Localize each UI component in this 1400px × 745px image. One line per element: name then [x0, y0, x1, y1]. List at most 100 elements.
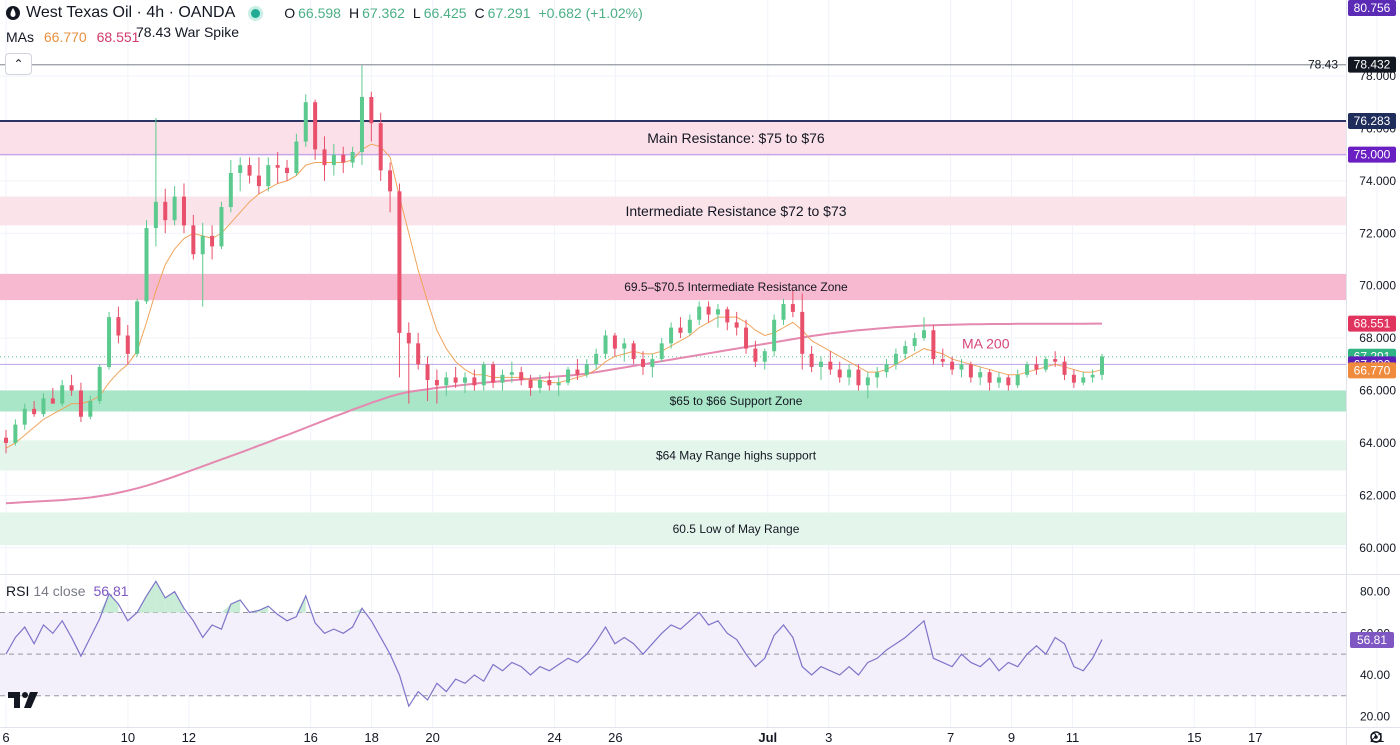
candle-body — [369, 96, 374, 124]
time-tick-label: 24 — [547, 730, 561, 745]
zone-label: Main Resistance: $75 to $76 — [647, 130, 825, 146]
candle-body — [144, 228, 149, 302]
candle-body — [978, 372, 983, 378]
rsi-params: 14 close — [33, 583, 86, 599]
candle-body — [32, 408, 37, 415]
candle-body — [153, 201, 158, 229]
candle-body — [406, 332, 411, 344]
candle-body — [809, 353, 814, 367]
time-tick-label: 15 — [1187, 730, 1201, 745]
price-tag: 78.432 — [1348, 56, 1396, 73]
candle-body — [903, 345, 908, 354]
oil-drop-icon — [6, 6, 20, 20]
candle-body — [922, 330, 927, 339]
close-value: 67.291 — [487, 5, 531, 21]
candle-body — [1015, 374, 1020, 386]
rsi-tag-text: 56.81 — [1357, 633, 1387, 647]
zone-resistance — [0, 121, 1346, 155]
rsi-value-tag: 56.81 — [1350, 631, 1394, 648]
candle-body — [772, 319, 777, 352]
candle-body — [1025, 364, 1030, 375]
candle-body — [256, 175, 261, 187]
candle-body — [453, 377, 458, 383]
change-value: +0.682 (+1.02%) — [538, 5, 643, 21]
candle-body — [135, 301, 140, 354]
candle-body — [612, 335, 617, 349]
close-label: C — [474, 5, 485, 21]
candle-body — [715, 309, 720, 315]
candle-body — [987, 372, 992, 383]
candle-body — [912, 338, 917, 346]
zone-support_light — [0, 512, 1346, 546]
gear-hub — [1374, 735, 1378, 739]
candle-body — [847, 369, 852, 378]
market-status-icon — [251, 8, 261, 18]
candle-body — [285, 167, 290, 173]
candle-body — [996, 377, 1001, 383]
candle-body — [331, 154, 336, 166]
candle-body — [575, 369, 580, 375]
time-tick-label: 7 — [947, 730, 954, 745]
low-label: L — [412, 5, 421, 21]
candle-body — [238, 165, 243, 173]
candle-body — [865, 377, 870, 386]
settings-gear-icon[interactable] — [1370, 731, 1382, 743]
candle-body — [940, 359, 945, 362]
candle-body — [463, 377, 468, 383]
price-tag-bg — [1348, 315, 1396, 332]
candle-body — [1062, 361, 1067, 375]
candle-body — [200, 235, 205, 255]
time-tick-label: 6 — [2, 730, 9, 745]
candle-body — [266, 165, 271, 187]
candle-body — [547, 380, 552, 386]
price-tick-label: 64.000 — [1359, 436, 1396, 450]
rsi-overbought-fill — [109, 593, 119, 613]
rsi-legend[interactable]: RSI 14 close 56.81 — [6, 583, 129, 599]
candle-body — [950, 361, 955, 370]
tradingview-logo-icon[interactable] — [8, 690, 42, 710]
candle-body — [388, 170, 393, 192]
candle-body — [4, 437, 8, 443]
rsi-overbought-fill — [146, 581, 156, 613]
candle-body — [659, 343, 664, 360]
time-tick-label: 9 — [1008, 730, 1015, 745]
zone-label: $64 May Range highs support — [656, 448, 817, 462]
open-label: O — [284, 5, 296, 21]
symbol-title[interactable]: West Texas Oil · 4h · OANDA — [26, 4, 236, 21]
candle-body — [566, 369, 571, 383]
rsi-tick-label: 40.00 — [1360, 668, 1390, 682]
rsi-value: 56.81 — [93, 583, 129, 599]
candle-body — [537, 380, 542, 388]
candle-body — [13, 424, 18, 443]
candle-body — [303, 102, 308, 142]
time-tick-label: 16 — [303, 730, 317, 745]
zone-label: 60.5 Low of May Range — [673, 522, 800, 536]
collapse-legend-button[interactable]: ⌃ — [5, 53, 32, 75]
rsi-overbought-fill — [352, 608, 362, 613]
price-tick-label: 70.000 — [1359, 279, 1396, 293]
candle-body — [397, 191, 402, 333]
price-tag-text: 76.283 — [1354, 114, 1391, 128]
candle-body — [706, 306, 711, 315]
candle-body — [753, 348, 758, 362]
candle-body — [88, 401, 93, 417]
candle-body — [350, 152, 355, 163]
ma-legend[interactable]: MAs 66.770 68.551 — [6, 29, 139, 45]
candle-body — [210, 235, 215, 247]
candle-body — [856, 369, 861, 386]
candle-body — [472, 377, 477, 386]
price-tick-label: 62.000 — [1359, 488, 1396, 502]
candle-body — [884, 364, 889, 373]
candle-body — [931, 330, 936, 360]
candle-body — [800, 311, 805, 354]
candle-body — [500, 374, 505, 383]
chart-header: West Texas Oil · 4h · OANDA O 66.598 H 67.… — [6, 4, 643, 22]
candle-body — [69, 385, 74, 391]
candle-body — [172, 196, 177, 221]
candle-body — [359, 96, 364, 153]
price-tag: 68.551 — [1348, 315, 1396, 332]
rsi-label: RSI — [6, 583, 30, 599]
candle-body — [790, 304, 795, 312]
